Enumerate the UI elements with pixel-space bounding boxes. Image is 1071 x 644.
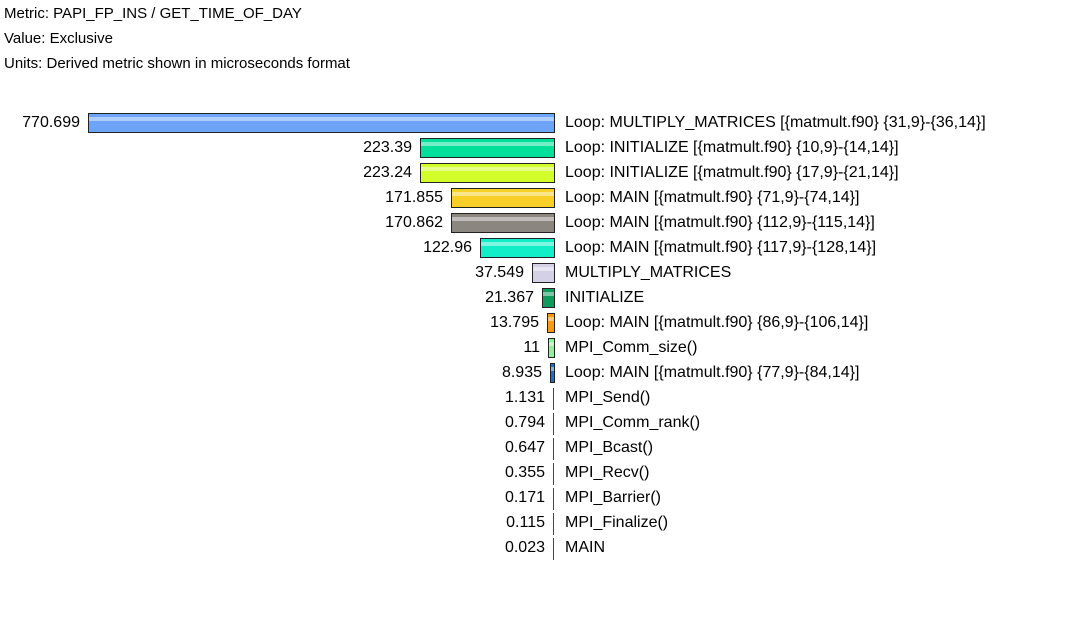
bar-value-label: 21.367: [485, 289, 534, 306]
bar-category-label: Loop: MAIN [{matmult.f90} {117,9}-{128,1…: [565, 239, 877, 256]
bar-category-label: Loop: INITIALIZE [{matmult.f90} {10,9}-{…: [565, 139, 899, 156]
bar-value-label: 171.855: [385, 189, 443, 206]
bar-row[interactable]: 0.171 MPI_Barrier(): [0, 487, 1071, 512]
bar-row[interactable]: 0.794 MPI_Comm_rank(): [0, 412, 1071, 437]
bar[interactable]: [532, 263, 555, 283]
bar[interactable]: [550, 363, 555, 383]
bar-category-label: Loop: MAIN [{matmult.f90} {112,9}-{115,1…: [565, 214, 875, 231]
bar-row[interactable]: 21.367 INITIALIZE: [0, 287, 1071, 312]
bar-value-label: 0.355: [504, 464, 545, 481]
bar[interactable]: [88, 113, 555, 133]
bar-highlight: [543, 292, 554, 296]
bar-value-label: 770.699: [22, 114, 80, 131]
bar-category-label: MULTIPLY_MATRICES: [565, 264, 732, 281]
bar-highlight: [549, 342, 554, 346]
bar-category-label: MPI_Comm_size(): [565, 339, 698, 356]
bar[interactable]: [553, 488, 554, 510]
bar-value-label: 0.171: [504, 489, 545, 506]
bar-value-label: 0.115: [506, 514, 545, 531]
bar-row[interactable]: 122.96 Loop: MAIN [{matmult.f90} {117,9}-…: [0, 237, 1071, 262]
bar-row[interactable]: 0.023 MAIN: [0, 537, 1071, 562]
bar-value-label: 11: [523, 339, 540, 356]
bar-category-label: MPI_Bcast(): [565, 439, 654, 456]
bar-row[interactable]: 1.131 MPI_Send(): [0, 387, 1071, 412]
units-label: Units: Derived metric shown in microseco…: [4, 55, 350, 72]
bar-category-label: MPI_Recv(): [565, 464, 650, 481]
bar-row[interactable]: 770.699 Loop: MULTIPLY_MATRICES [{matmult…: [0, 112, 1071, 137]
bar[interactable]: [553, 438, 554, 460]
bar-value-label: 223.39: [363, 139, 412, 156]
bar-row[interactable]: 11 MPI_Comm_size(): [0, 337, 1071, 362]
bar-highlight: [452, 217, 554, 221]
bar-category-label: MPI_Comm_rank(): [565, 414, 701, 431]
bar-row[interactable]: 8.935 Loop: MAIN [{matmult.f90} {77,9}-{8…: [0, 362, 1071, 387]
bar-value-label: 8.935: [501, 364, 542, 381]
bar-value-label: 37.549: [475, 264, 524, 281]
bar-category-label: MAIN: [565, 539, 605, 556]
bar[interactable]: [547, 313, 555, 333]
bar-row[interactable]: 223.39 Loop: INITIALIZE [{matmult.f90} {1…: [0, 137, 1071, 162]
bar-value-label: 1.131: [504, 389, 545, 406]
bar-value-label: 0.023: [504, 539, 545, 556]
bar-category-label: Loop: INITIALIZE [{matmult.f90} {17,9}-{…: [565, 164, 899, 181]
bar-category-label: MPI_Barrier(): [565, 489, 662, 506]
bar[interactable]: [451, 213, 555, 233]
bar-row[interactable]: 0.355 MPI_Recv(): [0, 462, 1071, 487]
bar-category-label: Loop: MAIN [{matmult.f90} {71,9}-{74,14}…: [565, 189, 860, 206]
bar-category-label: MPI_Finalize(): [565, 514, 669, 531]
bar[interactable]: [542, 288, 555, 308]
bar-category-label: Loop: MAIN [{matmult.f90} {77,9}-{84,14}…: [565, 364, 860, 381]
bar[interactable]: [553, 413, 554, 435]
bar-category-label: Loop: MAIN [{matmult.f90} {86,9}-{106,14…: [565, 314, 869, 331]
bar[interactable]: [480, 238, 555, 258]
bar[interactable]: [548, 338, 555, 358]
bar[interactable]: [553, 538, 554, 560]
bar[interactable]: [420, 163, 555, 183]
bar-row[interactable]: 0.647 MPI_Bcast(): [0, 437, 1071, 462]
bar-row[interactable]: 13.795 Loop: MAIN [{matmult.f90} {86,9}-{…: [0, 312, 1071, 337]
bar-highlight: [551, 367, 554, 371]
value-label: Value: Exclusive: [4, 30, 113, 47]
bar-highlight: [89, 117, 554, 121]
bar-row[interactable]: 223.24 Loop: INITIALIZE [{matmult.f90} {1…: [0, 162, 1071, 187]
bar-highlight: [533, 267, 554, 271]
bar-category-label: Loop: MULTIPLY_MATRICES [{matmult.f90} {…: [565, 114, 986, 131]
bar-category-label: INITIALIZE: [565, 289, 645, 306]
bar[interactable]: [553, 463, 554, 485]
metric-label: Metric: PAPI_FP_INS / GET_TIME_OF_DAY: [4, 5, 302, 22]
bar-value-label: 13.795: [490, 314, 539, 331]
bar-row[interactable]: 171.855 Loop: MAIN [{matmult.f90} {71,9}-…: [0, 187, 1071, 212]
bar-value-label: 122.96: [423, 239, 472, 256]
bar-row[interactable]: 170.862 Loop: MAIN [{matmult.f90} {112,9}…: [0, 212, 1071, 237]
bar[interactable]: [553, 513, 554, 535]
bar-highlight: [421, 142, 554, 146]
bar[interactable]: [420, 138, 555, 158]
bar-highlight: [548, 317, 554, 321]
bar-row[interactable]: 0.115 MPI_Finalize(): [0, 512, 1071, 537]
bar-row[interactable]: 37.549 MULTIPLY_MATRICES: [0, 262, 1071, 287]
bar-value-label: 223.24: [363, 164, 412, 181]
bar-value-label: 0.794: [504, 414, 545, 431]
bar[interactable]: [553, 388, 554, 410]
bar-value-label: 0.647: [504, 439, 545, 456]
bar-value-label: 170.862: [385, 214, 443, 231]
bar-highlight: [452, 192, 554, 196]
bar[interactable]: [451, 188, 555, 208]
bar-category-label: MPI_Send(): [565, 389, 651, 406]
bar-highlight: [481, 242, 554, 246]
bar-highlight: [421, 167, 554, 171]
